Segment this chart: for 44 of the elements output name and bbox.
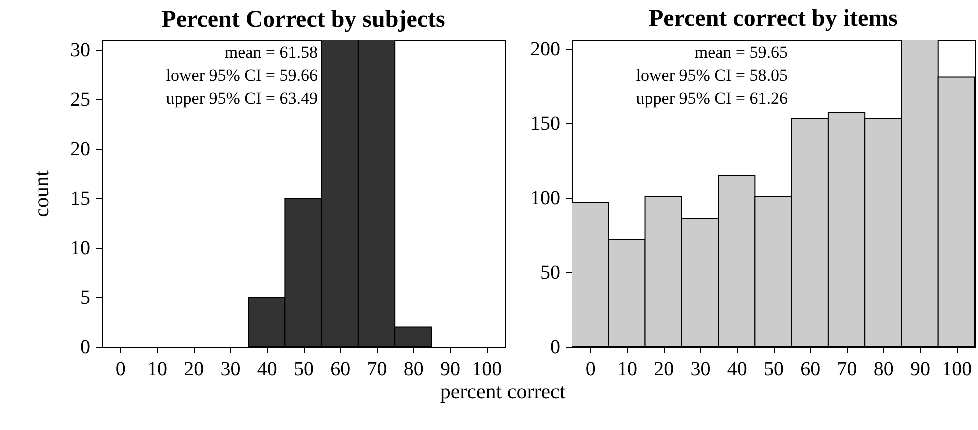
x-axis-title: percent correct <box>440 380 566 404</box>
y-tick-label: 5 <box>80 286 90 309</box>
x-tick-label: 70 <box>367 358 388 380</box>
x-tick-label: 50 <box>764 358 784 380</box>
chart-title: Percent correct by items <box>649 6 898 32</box>
x-tick-label: 0 <box>586 358 596 380</box>
x-tick-label: 90 <box>440 358 461 380</box>
y-tick-label: 150 <box>530 112 560 135</box>
x-tick-label: 10 <box>617 358 638 380</box>
x-tick-label: 100 <box>942 358 972 380</box>
x-tick-label: 90 <box>910 358 931 380</box>
x-tick-label: 20 <box>654 358 674 380</box>
y-tick-label: 50 <box>540 262 560 284</box>
x-tick-label: 50 <box>294 358 314 380</box>
x-tick-label: 30 <box>690 358 711 380</box>
y-tick-label: 200 <box>530 38 560 60</box>
y-axis-title: count <box>30 170 54 218</box>
y-tick-label: 100 <box>530 187 560 210</box>
chart-title: Percent Correct by subjects <box>162 6 446 33</box>
annotation: lower 95% CI = 58.05 <box>636 66 788 85</box>
x-tick-label: 20 <box>184 358 204 380</box>
x-tick-label: 60 <box>800 358 821 380</box>
x-tick-label: 80 <box>404 358 424 380</box>
x-tick-label: 80 <box>874 358 894 380</box>
x-tick-label: 40 <box>257 358 278 380</box>
annotation: mean = 61.58 <box>224 43 318 62</box>
y-tick-label: 10 <box>70 237 90 260</box>
y-tick-label: 30 <box>70 39 90 62</box>
x-tick-label: 0 <box>116 358 126 380</box>
y-tick-label: 0 <box>80 336 90 358</box>
annotation: lower 95% CI = 59.66 <box>166 66 318 85</box>
x-tick-label: 60 <box>330 358 351 380</box>
annotation: upper 95% CI = 63.49 <box>166 89 318 108</box>
y-tick-label: 25 <box>70 88 90 111</box>
x-tick-label: 30 <box>220 358 241 380</box>
x-tick-label: 10 <box>147 358 168 380</box>
x-tick-label: 70 <box>837 358 858 380</box>
y-tick-label: 20 <box>70 138 90 160</box>
y-tick-label: 0 <box>550 336 560 358</box>
annotation: mean = 59.65 <box>694 43 788 62</box>
annotation: upper 95% CI = 61.26 <box>636 89 788 108</box>
x-tick-label: 40 <box>727 358 748 380</box>
x-tick-label: 100 <box>472 358 502 380</box>
y-tick-label: 15 <box>70 188 90 210</box>
